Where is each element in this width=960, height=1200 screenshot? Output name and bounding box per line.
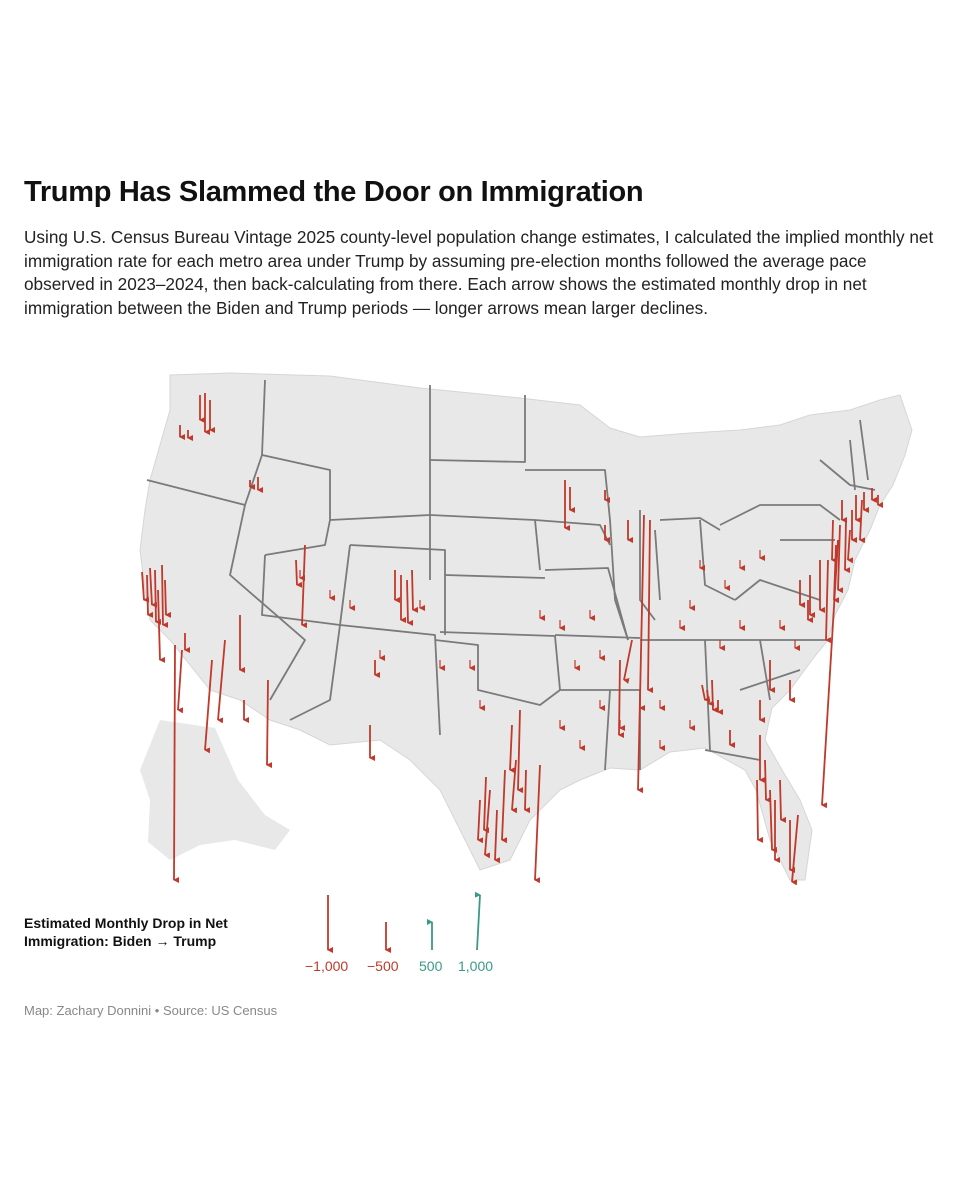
metro-arrow-54 <box>764 759 772 803</box>
arrows-layer <box>141 393 883 886</box>
inset-landmass <box>140 720 290 860</box>
metro-arrow-43 <box>484 789 491 859</box>
metro-arrow-58 <box>779 779 787 823</box>
metro-arrow-70 <box>825 559 832 644</box>
metro-arrow-77 <box>859 499 866 544</box>
metro-arrow-26 <box>411 569 419 613</box>
metro-arrow-39 <box>517 709 524 794</box>
legend-title-line-1: Estimated Monthly Drop in Net <box>24 915 228 931</box>
metro-arrow-41 <box>511 759 518 814</box>
metro-arrow-12 <box>157 589 166 663</box>
metro-arrow-46 <box>534 764 541 884</box>
metro-arrow-56 <box>769 789 778 853</box>
metro-arrow-36 <box>637 514 645 794</box>
metro-arrow-11 <box>141 571 150 603</box>
us-map <box>139 372 913 886</box>
legend-label-pos-1000: 1,000 <box>458 958 494 974</box>
metro-arrow-51 <box>706 689 715 707</box>
metro-arrow-38 <box>623 639 633 684</box>
metro-arrow-15 <box>173 644 180 884</box>
metro-arrow-10 <box>161 564 169 628</box>
chart-subtitle: Using U.S. Census Bureau Vintage 2025 co… <box>24 227 934 318</box>
metro-arrow-71 <box>833 544 840 604</box>
legend-label-pos-500: 500 <box>419 958 443 974</box>
chart-title: Trump Has Slammed the Door on Immigratio… <box>24 176 644 208</box>
metro-arrow-49 <box>701 684 711 702</box>
metro-arrow-40 <box>509 724 516 774</box>
metro-arrow-7 <box>149 567 158 608</box>
legend-title: Estimated Monthly Drop in Net Immigratio… <box>24 914 284 950</box>
metro-arrow-8 <box>154 569 162 625</box>
metro-arrow-16 <box>177 649 184 714</box>
legend-arrow-pos-1000 <box>474 891 481 951</box>
metro-arrow-66 <box>837 524 844 594</box>
metro-arrow-22 <box>301 544 308 629</box>
source-credit: Map: Zachary Donnini • Source: US Census <box>24 1003 278 1018</box>
metro-arrow-55 <box>756 779 764 843</box>
metro-arrow-50 <box>711 679 719 713</box>
metro-arrow-42 <box>501 769 508 844</box>
metro-arrow-25 <box>406 579 414 626</box>
metro-arrow-17 <box>217 639 226 724</box>
legend-label-neg-500: −500 <box>367 958 399 974</box>
metro-arrow-9 <box>146 574 154 618</box>
metro-arrow-13 <box>164 579 172 618</box>
metro-arrow-45 <box>494 809 501 864</box>
metro-arrow-67 <box>844 519 851 574</box>
metro-arrow-37 <box>618 659 625 739</box>
legend-title-line-2: Immigration: Biden → Trump <box>24 933 217 949</box>
metro-arrow-23 <box>295 559 303 588</box>
metro-arrow-65 <box>831 519 838 564</box>
metro-arrow-20 <box>266 679 273 769</box>
metro-arrow-35 <box>647 519 654 694</box>
metro-arrow-60 <box>791 814 799 886</box>
metro-arrow-47 <box>524 769 531 814</box>
legend-label-neg-1000: −1,000 <box>305 958 349 974</box>
metro-arrow-48 <box>483 776 490 834</box>
metro-arrow-44 <box>477 799 484 844</box>
metro-arrow-78 <box>847 529 854 564</box>
metro-arrow-18 <box>204 659 213 754</box>
legend-arrows <box>327 891 481 953</box>
